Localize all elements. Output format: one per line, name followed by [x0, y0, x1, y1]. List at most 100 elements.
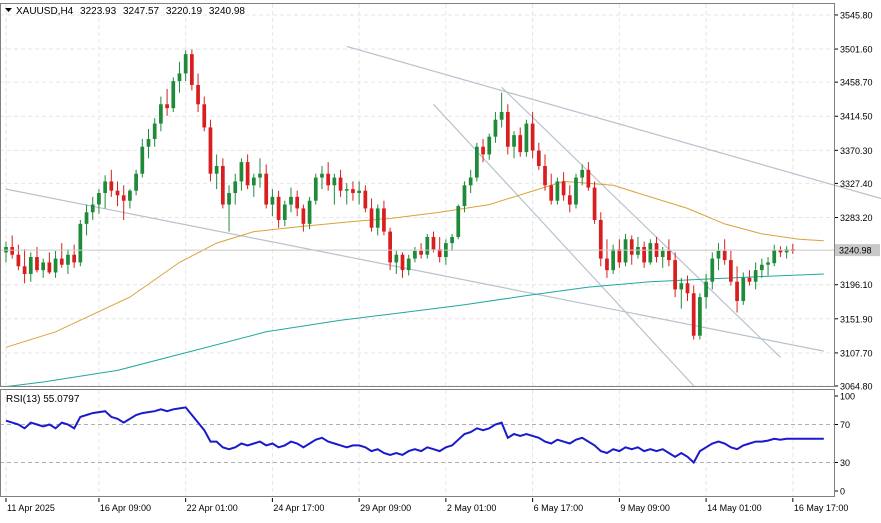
- candle[interactable]: [264, 164, 269, 209]
- candle[interactable]: [605, 239, 609, 278]
- candle[interactable]: [16, 244, 21, 271]
- candle[interactable]: [518, 127, 523, 157]
- candle[interactable]: [351, 181, 355, 201]
- candle[interactable]: [344, 182, 349, 205]
- candle[interactable]: [282, 200, 287, 227]
- candle[interactable]: [598, 212, 603, 267]
- candle[interactable]: [270, 189, 275, 217]
- candle[interactable]: [456, 204, 461, 240]
- candle[interactable]: [474, 142, 479, 182]
- candle[interactable]: [28, 252, 33, 282]
- candle[interactable]: [667, 239, 671, 267]
- candle[interactable]: [214, 154, 219, 190]
- candle[interactable]: [499, 92, 504, 128]
- candle[interactable]: [419, 243, 423, 259]
- candle[interactable]: [450, 233, 454, 251]
- candle[interactable]: [208, 119, 213, 182]
- channel-line[interactable]: [346, 45, 881, 231]
- candle[interactable]: [239, 158, 244, 191]
- candle[interactable]: [183, 50, 188, 82]
- candle[interactable]: [146, 128, 151, 159]
- candle[interactable]: [227, 185, 231, 232]
- candle[interactable]: [729, 250, 733, 286]
- candle[interactable]: [233, 173, 238, 205]
- candle[interactable]: [320, 165, 324, 190]
- candle[interactable]: [636, 236, 640, 259]
- candle[interactable]: [245, 154, 250, 190]
- candle[interactable]: [487, 133, 492, 160]
- candle[interactable]: [276, 190, 281, 228]
- candle[interactable]: [574, 173, 578, 209]
- candle[interactable]: [301, 204, 306, 232]
- candle[interactable]: [753, 262, 758, 290]
- candle[interactable]: [121, 185, 126, 220]
- candle[interactable]: [295, 190, 300, 217]
- candle[interactable]: [59, 243, 64, 268]
- candle[interactable]: [679, 277, 684, 309]
- candle[interactable]: [567, 185, 572, 213]
- candle[interactable]: [41, 258, 46, 278]
- candle[interactable]: [313, 173, 318, 205]
- candle[interactable]: [741, 272, 746, 305]
- candle[interactable]: [747, 270, 752, 286]
- candle[interactable]: [673, 252, 677, 298]
- candle[interactable]: [307, 196, 312, 230]
- candle[interactable]: [22, 249, 27, 284]
- candle[interactable]: [251, 173, 256, 197]
- rsi-line[interactable]: [5, 406, 824, 465]
- candle[interactable]: [382, 200, 386, 236]
- candle[interactable]: [425, 233, 430, 259]
- candle[interactable]: [103, 175, 107, 209]
- candle[interactable]: [190, 49, 194, 91]
- candle[interactable]: [505, 104, 510, 155]
- candle[interactable]: [357, 181, 362, 205]
- candle[interactable]: [202, 96, 207, 132]
- candle[interactable]: [90, 196, 95, 220]
- candle[interactable]: [685, 275, 690, 301]
- candle[interactable]: [735, 266, 739, 313]
- candle[interactable]: [710, 252, 715, 290]
- candle[interactable]: [47, 252, 52, 274]
- candle[interactable]: [84, 204, 89, 236]
- candle[interactable]: [555, 177, 560, 205]
- candle[interactable]: [35, 246, 39, 273]
- candle[interactable]: [109, 169, 114, 197]
- candle[interactable]: [698, 293, 702, 340]
- candle[interactable]: [388, 227, 392, 271]
- candle[interactable]: [72, 244, 77, 268]
- candle[interactable]: [152, 118, 157, 147]
- candle[interactable]: [549, 173, 554, 205]
- channel-line[interactable]: [501, 86, 781, 358]
- candle[interactable]: [580, 164, 585, 186]
- candle[interactable]: [481, 138, 485, 163]
- candle[interactable]: [759, 258, 764, 278]
- candle[interactable]: [332, 173, 337, 205]
- candle[interactable]: [642, 241, 646, 268]
- candle[interactable]: [512, 131, 516, 159]
- candle[interactable]: [406, 254, 411, 276]
- candle[interactable]: [536, 142, 541, 170]
- candle[interactable]: [363, 185, 368, 213]
- candle[interactable]: [140, 138, 145, 178]
- candle[interactable]: [524, 119, 529, 157]
- candle[interactable]: [258, 158, 262, 188]
- candle[interactable]: [722, 239, 727, 265]
- candle[interactable]: [530, 111, 535, 159]
- candle[interactable]: [691, 285, 696, 340]
- candle[interactable]: [171, 77, 176, 112]
- candle[interactable]: [784, 246, 789, 259]
- candle[interactable]: [543, 154, 547, 191]
- candle[interactable]: [772, 244, 777, 267]
- candle[interactable]: [648, 239, 653, 265]
- candle[interactable]: [326, 162, 331, 191]
- candle[interactable]: [78, 219, 83, 267]
- candle[interactable]: [220, 158, 225, 209]
- candle[interactable]: [394, 250, 399, 274]
- candle[interactable]: [115, 181, 120, 207]
- candle[interactable]: [375, 204, 380, 236]
- candle[interactable]: [592, 181, 597, 224]
- candle[interactable]: [766, 257, 770, 276]
- candle[interactable]: [338, 169, 343, 197]
- candle[interactable]: [617, 239, 622, 268]
